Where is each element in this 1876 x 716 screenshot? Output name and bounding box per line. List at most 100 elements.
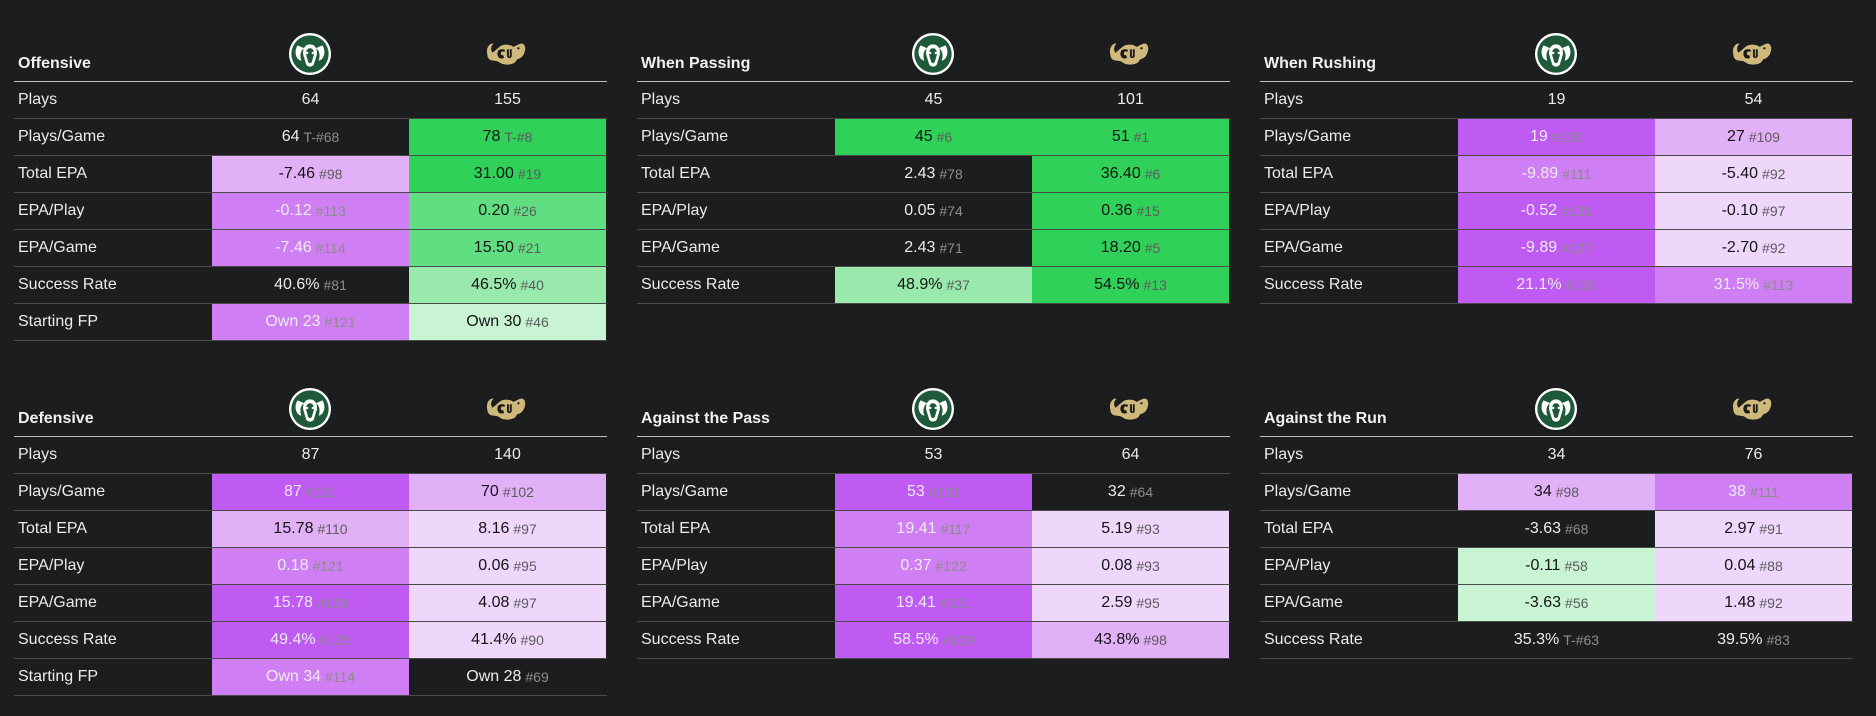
stat-label: Total EPA [641,520,711,537]
stat-row: EPA/Game 2.43 #71 18.20 #5 [637,230,1230,267]
stat-rank: #113 [1763,277,1794,293]
stat-cell: Own 23 #121 [212,304,409,340]
stat-value: 101 [1117,91,1144,108]
stat-cell: 34 #98 [1458,474,1655,510]
stat-row: Plays 34 76 [1260,437,1853,474]
stat-rank: #46 [525,314,549,330]
stat-cell: 19 [1458,82,1655,118]
stat-label: Success Rate [641,276,740,293]
stat-cell: 43.8% #98 [1032,622,1229,658]
stat-row: EPA/Play 0.18 #121 0.06 #95 [14,548,607,585]
stat-cell: -3.63 #56 [1458,585,1655,621]
stat-cell: 45 [835,82,1032,118]
cu-buffalo-logo-icon [483,387,529,431]
stat-rank: #6 [1144,166,1161,182]
stat-rank: #95 [513,558,537,574]
stat-cell: 15.78 #128 [212,585,409,621]
stat-value: 53 [907,483,925,500]
stat-label: Plays [641,91,681,108]
stat-cell: 15.50 #21 [409,230,606,266]
csu-ram-logo-icon [287,32,333,76]
stat-value: -0.11 [1525,557,1561,574]
stat-rank: #92 [1762,240,1786,256]
csu-ram-logo-icon [1533,32,1579,76]
stat-value: 54 [1744,91,1763,108]
stat-value: 19 [1530,128,1548,145]
stat-label: Plays [641,446,681,463]
stat-cell: 27 #109 [1655,119,1852,155]
stat-row: Total EPA -7.46 #98 31.00 #19 [14,156,607,193]
stat-value: 5.19 [1101,520,1133,537]
stat-label: Total EPA [1264,520,1334,537]
stat-rank: #131 [928,484,960,500]
stat-rank: #37 [946,277,970,293]
stat-cell: 0.37 #122 [835,548,1032,584]
stat-cell: 76 [1655,437,1852,473]
stat-row: EPA/Play 0.05 #74 0.36 #15 [637,193,1230,230]
stat-rank: #131 [1561,203,1593,219]
stat-value: 32 [1107,483,1126,500]
stat-cell: 2.43 #78 [835,156,1032,192]
stat-row: EPA/Play -0.11 #58 0.04 #88 [1260,548,1853,585]
stat-value: 46.5% [471,276,517,293]
stat-rank: #40 [520,277,544,293]
stat-label: Plays [1264,446,1304,463]
stat-cell: 78 T-#8 [409,119,606,155]
stat-rank: #6 [936,129,953,145]
stat-cell: 4.08 #97 [409,585,606,621]
stat-cell: 41.4% #90 [409,622,606,658]
stat-rank: #69 [525,669,549,685]
stat-value: 43.8% [1094,631,1140,648]
stat-row: Plays 53 64 [637,437,1230,474]
stat-label: Total EPA [18,165,88,182]
stat-value: 53 [924,446,943,463]
panel-header: Against the Run [1260,379,1853,437]
stat-label: Plays [18,91,58,108]
stat-label: Starting FP [18,668,99,685]
panel-title: When Passing [641,55,751,72]
panel-title: Against the Pass [641,410,770,427]
stat-value: 34 [1547,446,1566,463]
stat-value: 2.43 [904,239,936,256]
stat-rank: #56 [1565,595,1589,611]
stat-panel-when-rushing: When Rushing Plays 19 54 Plays/Game 19 #130 27 #… [1260,24,1853,304]
stat-row: Plays 45 101 [637,82,1230,119]
stat-rank: #21 [517,240,542,256]
stat-cell: 15.78 #110 [212,511,409,547]
stat-rank: #97 [1762,203,1786,219]
stat-cell: 19 #130 [1458,119,1655,155]
stat-rank: #113 [315,203,346,219]
stat-row: EPA/Play -0.12 #113 0.20 #26 [14,193,607,230]
stat-value: 35.3% [1513,631,1560,648]
stat-rank: #13 [1143,277,1167,293]
stat-cell: Own 34 #114 [212,659,409,695]
stat-value: 8.16 [478,520,510,537]
stat-rank: #97 [513,521,537,537]
stat-cell: 101 [1032,82,1229,118]
stat-label: Plays [18,446,58,463]
stat-rank: #26 [513,203,537,219]
stat-cell: 46.5% #40 [409,267,606,303]
stat-cell: Own 30 #46 [409,304,606,340]
stat-label: Success Rate [1264,631,1363,648]
stat-rank: #98 [1143,632,1167,648]
csu-ram-logo-icon [287,387,333,431]
stat-label: Total EPA [1264,165,1334,182]
stat-row: Plays/Game 87 #131 70 #102 [14,474,607,511]
stat-panel-against-the-run: Against the Run Plays 34 76 Plays/Game 34 #98 3… [1260,379,1853,659]
stat-cell: -3.63 #68 [1458,511,1655,547]
stat-label: EPA/Game [1264,594,1343,611]
stat-row: Plays/Game 34 #98 38 #111 [1260,474,1853,511]
stat-label: Success Rate [18,276,117,293]
stat-cell: 48.9% #37 [835,267,1032,303]
stat-value: 0.36 [1101,202,1133,219]
stat-cell: 64 [212,82,409,118]
stat-value: 54.5% [1094,276,1140,293]
stat-cell: 8.16 #97 [409,511,606,547]
stat-rank: #130 [1565,277,1597,293]
stat-value: 58.5% [893,631,939,648]
stat-rank: #19 [517,166,542,182]
stat-cell: Own 28 #69 [409,659,606,695]
stat-cell: -0.52 #131 [1458,193,1655,229]
stat-value: 41.4% [471,631,517,648]
